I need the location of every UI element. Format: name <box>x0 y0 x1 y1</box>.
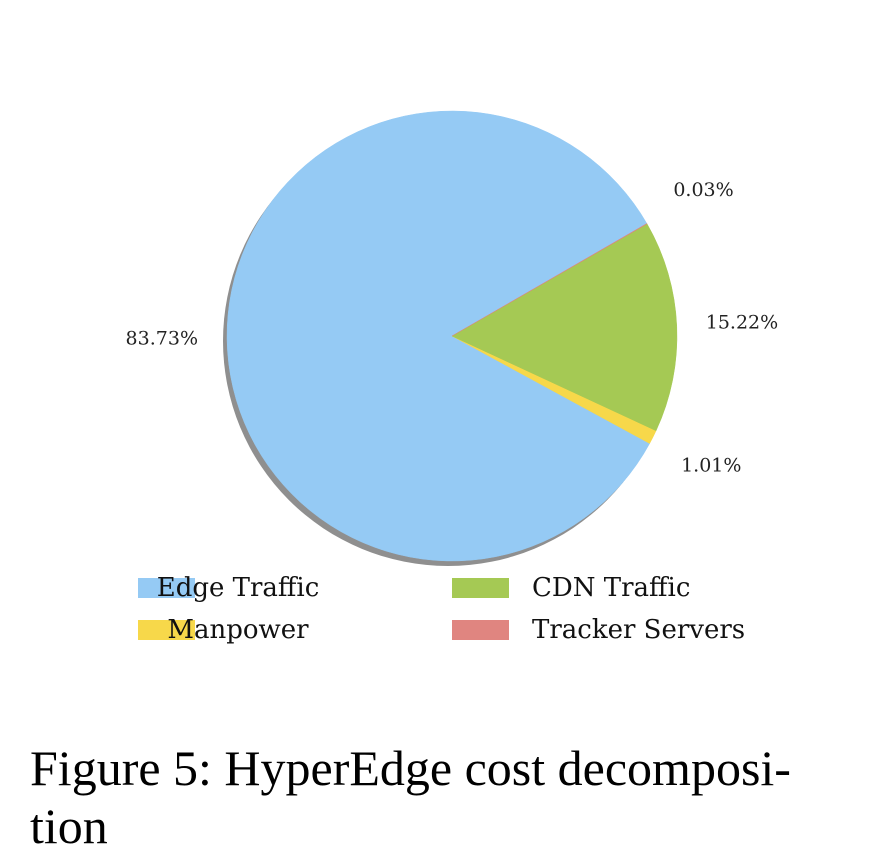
legend-label: Edge Traffic <box>157 573 320 603</box>
caption: tion <box>30 798 108 854</box>
pie-slice <box>451 223 678 432</box>
slice-label: 83.73% <box>126 328 198 350</box>
legend-swatch <box>452 620 509 640</box>
caption: Figure 5: HyperEdge cost decomposi- <box>30 740 791 796</box>
legend-swatch <box>138 578 195 598</box>
slice-label: 1.01% <box>681 455 741 477</box>
legend-swatch <box>452 578 509 598</box>
legend-label: CDN Traffic <box>532 573 690 603</box>
pie-slice <box>226 110 650 562</box>
legend-label: Tracker Servers <box>532 615 745 645</box>
legend-swatch <box>138 620 195 640</box>
legend-label: Manpower <box>167 615 309 645</box>
slice-label: 0.03% <box>673 179 733 201</box>
slice-label: 15.22% <box>706 311 778 333</box>
pie-slice <box>451 223 648 337</box>
